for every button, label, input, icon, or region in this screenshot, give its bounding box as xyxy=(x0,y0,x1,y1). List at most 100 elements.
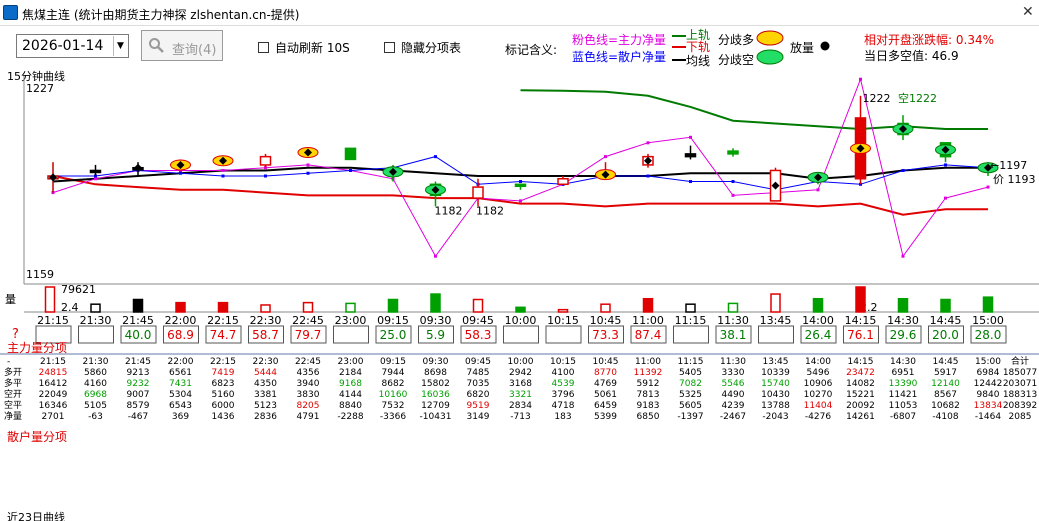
volume-bar xyxy=(812,297,824,313)
table-cell: 1436 xyxy=(212,412,235,422)
volume-bar xyxy=(557,308,569,313)
table-cell: -6807 xyxy=(890,412,916,422)
table-cell: 13834 xyxy=(974,401,1003,411)
table-cell: 9519 xyxy=(467,401,490,411)
table-cell: 8579 xyxy=(127,401,150,411)
change-value: 0.34% xyxy=(955,33,994,47)
table-cell: 5160 xyxy=(212,390,235,400)
auto-refresh-checkbox[interactable]: 自动刷新 10S xyxy=(258,39,350,56)
volume-bar xyxy=(217,301,229,313)
table-header-time: 21:45 xyxy=(125,357,151,367)
time-label: 10:15 xyxy=(547,314,579,327)
query-button[interactable]: 查询(4) xyxy=(141,30,223,61)
table-cell: 8840 xyxy=(339,401,362,411)
table-header-time: 09:30 xyxy=(423,357,449,367)
mid-line xyxy=(52,166,988,183)
table-header-time: 14:15 xyxy=(848,357,874,367)
table-cell: 6850 xyxy=(637,412,660,422)
net-value: 68.9 xyxy=(167,328,194,342)
volume-bar xyxy=(302,301,314,313)
volume-bar xyxy=(940,298,951,313)
blue-point xyxy=(179,171,182,175)
table-header-time: 11:15 xyxy=(678,357,704,367)
legend-pink-line: 粉色线=主力净量 xyxy=(572,33,667,47)
table-cell: 5105 xyxy=(84,401,107,411)
current-price-label: 价 1193 xyxy=(993,173,1036,186)
change-label: 相对开盘涨跌幅: 0.34% xyxy=(864,33,994,47)
table-cell: 11421 xyxy=(889,390,918,400)
blue-point xyxy=(689,180,692,184)
chevron-down-icon[interactable]: ▼ xyxy=(113,36,127,56)
table-cell: 11404 xyxy=(804,401,833,411)
table-cell: 2085 xyxy=(1009,412,1032,422)
table-cell: 8682 xyxy=(382,379,405,389)
table-cell: 3940 xyxy=(297,379,320,389)
diamond-marker xyxy=(899,125,907,133)
table-cell: 4100 xyxy=(552,368,575,378)
table-cell: 12442 xyxy=(974,379,1003,389)
diamond-marker xyxy=(941,145,950,154)
diamond-marker xyxy=(644,156,652,165)
table-cell: 6561 xyxy=(169,368,192,378)
volume-bar xyxy=(260,304,271,313)
volume-bar xyxy=(387,298,399,313)
pink-point xyxy=(221,168,225,172)
table-cell: 15221 xyxy=(846,390,875,400)
table-cell: 11392 xyxy=(634,368,663,378)
blue-point xyxy=(519,180,522,184)
table-header-time: 22:30 xyxy=(253,357,279,367)
y-bottom-label: 1159 xyxy=(26,268,54,281)
legend-blue-line: 蓝色线=散户净量 xyxy=(572,50,667,64)
table-row-label: 空开 xyxy=(4,388,22,400)
table-header-time: 21:30 xyxy=(83,357,109,367)
time-label: 22:15 xyxy=(207,314,239,327)
table-cell: 2834 xyxy=(509,401,532,411)
candle-body xyxy=(89,169,102,174)
volume-bar xyxy=(345,302,356,313)
blue-point xyxy=(349,168,352,172)
table-cell: 7813 xyxy=(637,390,660,400)
pink-point xyxy=(816,188,820,192)
volume-caption: 量 xyxy=(5,293,16,306)
table-cell: 6984 xyxy=(977,368,1000,378)
checkbox-box[interactable] xyxy=(258,42,269,53)
net-value-box xyxy=(248,325,284,344)
legend-line-samples xyxy=(672,35,686,61)
table-cell: 4239 xyxy=(722,401,745,411)
table-cell: -2043 xyxy=(762,412,788,422)
long-short-label: 当日多空值: 46.9 xyxy=(864,49,959,63)
volume-bar xyxy=(642,297,654,313)
table-header-time: 09:45 xyxy=(465,357,491,367)
diamond-marker xyxy=(304,148,312,157)
close-icon[interactable]: ✕ xyxy=(1022,4,1034,20)
table-cell: -4108 xyxy=(932,412,958,422)
table-cell: 3796 xyxy=(552,390,575,400)
table-cell: -2467 xyxy=(720,412,746,422)
table-header-total: 合计 xyxy=(1011,355,1029,367)
table-header-time: 15:00 xyxy=(975,357,1001,367)
table-cell: 12709 xyxy=(421,401,450,411)
table-header-time: 13:45 xyxy=(763,357,789,367)
net-value: 58.3 xyxy=(465,328,492,342)
volume-bar xyxy=(515,306,526,313)
checkbox-box[interactable] xyxy=(384,42,395,53)
table-cell: 8567 xyxy=(934,390,957,400)
table-cell: -713 xyxy=(510,412,530,422)
date-picker[interactable]: 2026-01-14 ▼ xyxy=(16,34,129,58)
diamond-marker xyxy=(601,170,610,179)
net-value-box xyxy=(503,325,539,344)
table-cell: 9213 xyxy=(127,368,150,378)
time-label: 22:30 xyxy=(250,314,282,327)
table-cell: 23472 xyxy=(846,368,875,378)
volume-bar xyxy=(44,286,56,313)
blue-point xyxy=(859,182,862,186)
table-cell: 4356 xyxy=(297,368,320,378)
short-high-label: 空1222 xyxy=(898,91,937,105)
table-cell: 4350 xyxy=(254,379,277,389)
diamond-marker xyxy=(984,163,992,172)
hide-table-checkbox[interactable]: 隐藏分项表 xyxy=(384,39,461,56)
table-header-time: 14:00 xyxy=(805,357,831,367)
table-cell: 5123 xyxy=(254,401,277,411)
blue-point xyxy=(731,180,735,184)
